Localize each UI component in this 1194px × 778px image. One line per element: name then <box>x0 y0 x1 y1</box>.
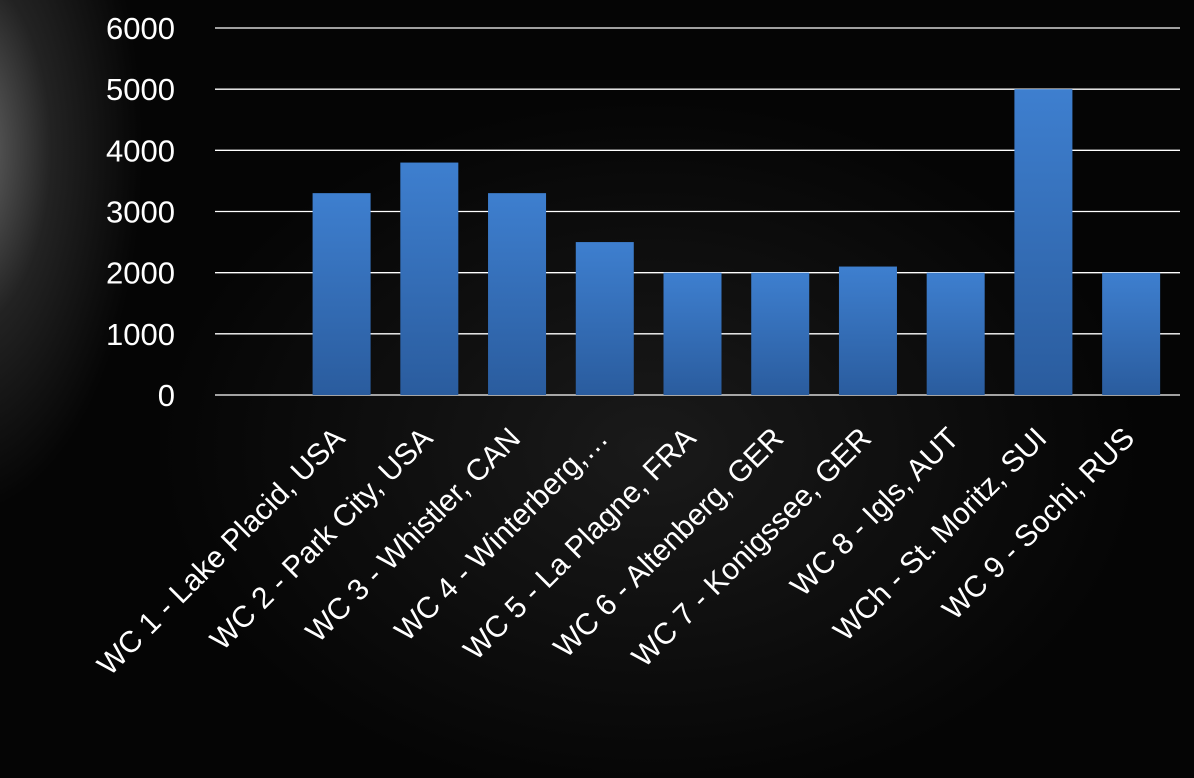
bar <box>575 242 634 395</box>
bar <box>838 266 897 395</box>
bar <box>1014 89 1073 396</box>
y-tick-label: 1000 <box>106 317 175 352</box>
bar <box>312 193 371 395</box>
y-tick-label: 0 <box>158 378 175 413</box>
y-axis-tick-labels: 0 1000 2000 3000 4000 5000 6000 <box>106 11 175 413</box>
y-tick-label: 4000 <box>106 133 175 168</box>
y-tick-label: 3000 <box>106 195 175 230</box>
y-tick-label: 6000 <box>106 11 175 46</box>
bar <box>926 272 985 395</box>
bar <box>488 193 547 395</box>
y-tick-label: 2000 <box>106 256 175 291</box>
bar <box>400 162 459 395</box>
bar <box>663 272 722 395</box>
bar <box>1102 272 1161 395</box>
bar <box>751 272 810 395</box>
y-tick-label: 5000 <box>106 72 175 107</box>
bars <box>312 89 1161 396</box>
